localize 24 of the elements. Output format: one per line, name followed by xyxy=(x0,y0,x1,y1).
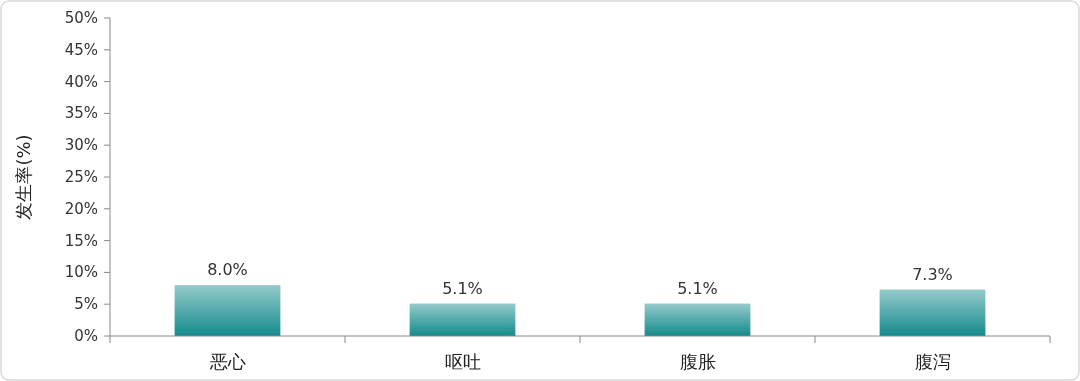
x-tick-label: 恶心 xyxy=(208,351,246,372)
data-label: 8.0% xyxy=(207,260,248,280)
bar xyxy=(879,289,986,336)
y-tick-label: 5% xyxy=(74,295,98,314)
data-label: 7.3% xyxy=(912,264,953,284)
x-tick-label: 腹泻 xyxy=(914,351,951,372)
y-tick-label: 45% xyxy=(64,40,98,59)
bar xyxy=(644,303,751,336)
x-tick-label: 呕吐 xyxy=(444,351,481,372)
x-tick-label: 腹胀 xyxy=(679,351,716,372)
y-tick-label: 30% xyxy=(64,136,98,155)
y-tick-label: 10% xyxy=(64,263,98,282)
bar xyxy=(409,303,516,336)
data-label: 5.1% xyxy=(677,278,718,298)
y-tick-label: 15% xyxy=(64,231,98,250)
y-tick-label: 35% xyxy=(64,104,98,123)
y-axis-title: 发生率(%) xyxy=(13,134,34,220)
y-tick-label: 40% xyxy=(64,72,98,91)
y-tick-label: 25% xyxy=(64,168,98,186)
bar xyxy=(174,285,281,336)
y-tick-label: 50% xyxy=(64,9,98,27)
data-label: 5.1% xyxy=(442,278,483,298)
y-tick-label: 20% xyxy=(64,199,98,218)
y-tick-label: 0% xyxy=(74,327,98,345)
